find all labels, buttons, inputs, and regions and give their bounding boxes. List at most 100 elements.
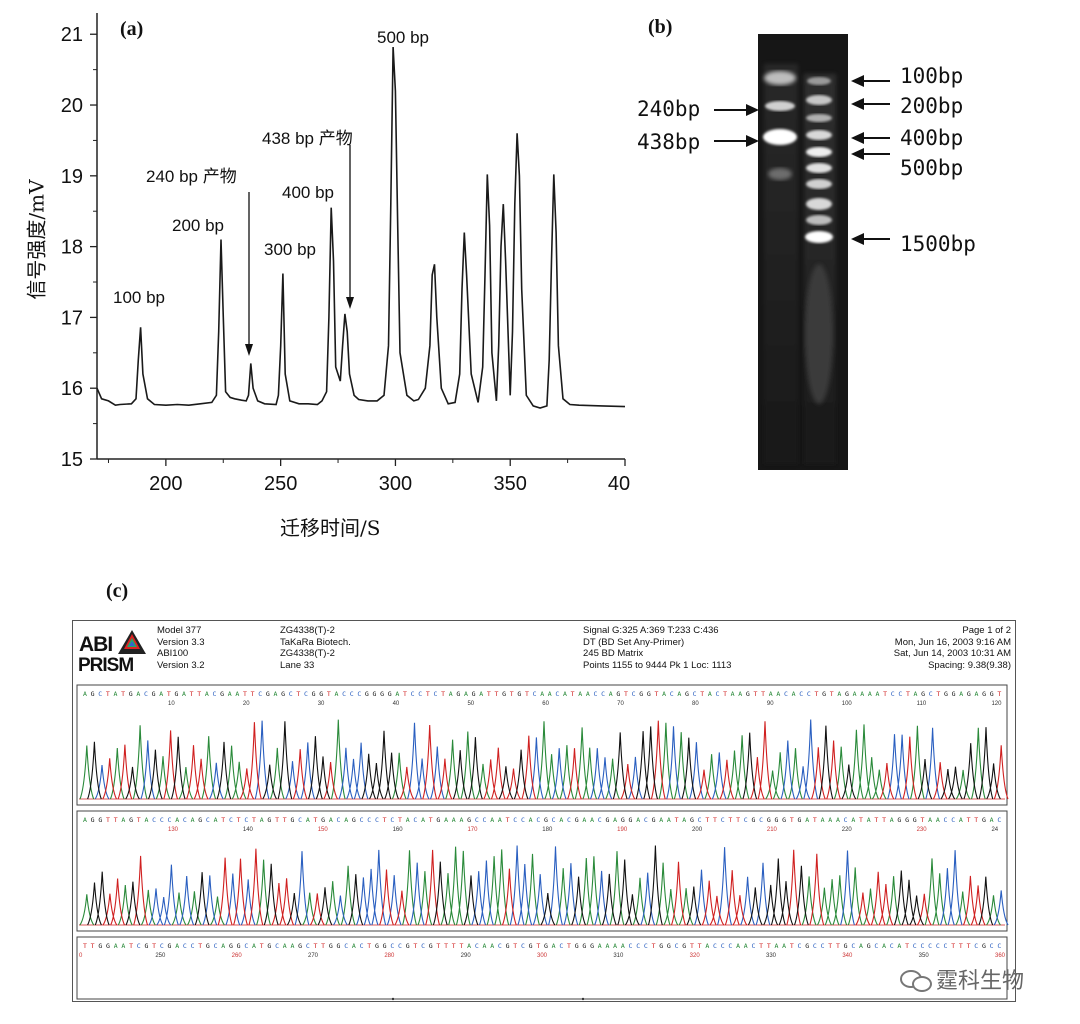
panel-a-xlabel: 迁移时间/S (280, 516, 381, 540)
base-call: A (586, 690, 590, 698)
base-call: A (214, 816, 218, 824)
base-call: A (667, 816, 671, 824)
base-call: A (882, 942, 886, 950)
base-call: T (121, 690, 125, 698)
base-call: T (936, 690, 940, 698)
base-call: G (388, 690, 392, 698)
base-call: T (398, 816, 402, 824)
base-call: T (114, 816, 118, 824)
y-tick-label: 15 (61, 449, 83, 471)
base-call: T (129, 942, 133, 950)
base-call: T (920, 816, 924, 824)
header-page: Page 1 of 2 (962, 625, 1011, 636)
position-number: 200 (692, 827, 703, 833)
base-call: C (721, 816, 725, 824)
trace-peaks-G (87, 721, 1001, 800)
base-call: G (982, 816, 986, 824)
y-tick-label: 19 (61, 166, 83, 188)
position-number: 50 (467, 701, 474, 707)
base-call: G (375, 942, 379, 950)
base-call: A (609, 690, 613, 698)
gel-arrow-438bp-head (746, 135, 759, 147)
base-call: G (198, 816, 202, 824)
base-call: T (997, 690, 1001, 698)
base-call: T (441, 690, 445, 698)
base-call: T (327, 690, 331, 698)
base-call: T (152, 942, 156, 950)
base-call: A (605, 942, 609, 950)
base-call: A (449, 690, 453, 698)
base-call: C (728, 942, 732, 950)
base-call: T (436, 942, 440, 950)
base-call: T (654, 690, 658, 698)
base-call: G (751, 816, 755, 824)
base-call: T (767, 942, 771, 950)
base-call: A (444, 816, 448, 824)
base-call: G (220, 690, 224, 698)
base-call: C (594, 690, 598, 698)
base-call: T (459, 942, 463, 950)
base-call: T (167, 690, 171, 698)
position-number: 110 (917, 701, 927, 707)
base-call: G (952, 690, 956, 698)
base-call: C (559, 942, 563, 950)
annotation-100bp: 100 bp (113, 288, 165, 307)
base-call: A (897, 942, 901, 950)
base-call: G (905, 816, 909, 824)
base-call: T (383, 816, 387, 824)
base-call: C (928, 942, 932, 950)
base-call: C (390, 816, 394, 824)
base-call: G (544, 942, 548, 950)
base-call: C (751, 942, 755, 950)
base-call: A (548, 690, 552, 698)
base-call: G (590, 942, 594, 950)
base-call: A (114, 942, 118, 950)
base-call: A (273, 690, 277, 698)
base-call: T (690, 942, 694, 950)
x-tick-label: 200 (149, 473, 182, 495)
y-tick-label: 16 (61, 378, 83, 400)
base-call: G (472, 690, 476, 698)
base-call: G (647, 690, 651, 698)
base-call: A (352, 942, 356, 950)
gel-label-100bp: 100bp (900, 64, 964, 88)
header-matrix: 245 BD Matrix (583, 648, 644, 659)
base-call: A (191, 816, 195, 824)
gel-label-500bp: 500bp (900, 156, 964, 180)
panel-a-label: (a) (120, 18, 144, 40)
gel-band-100bp (807, 77, 831, 85)
base-call: C (214, 942, 218, 950)
header-date1: Mon, Jun 16, 2003 9:16 AM (894, 636, 1011, 648)
base-call: G (406, 942, 410, 950)
base-call: T (429, 816, 433, 824)
base-call: A (483, 942, 487, 950)
base-call: A (452, 816, 456, 824)
base-call: C (533, 690, 537, 698)
base-call: C (191, 942, 195, 950)
base-call: T (828, 942, 832, 950)
base-call: A (221, 942, 225, 950)
base-call: G (329, 942, 333, 950)
position-number: 180 (542, 827, 553, 833)
base-call: C (398, 942, 402, 950)
base-call: A (406, 816, 410, 824)
base-call: T (728, 816, 732, 824)
base-call: T (506, 816, 510, 824)
base-call: C (337, 816, 341, 824)
sequencing-report: ABI PRISM Model 377 Version 3.3 ABI100 V… (72, 620, 1016, 1002)
base-call: A (851, 816, 855, 824)
base-call: A (283, 942, 287, 950)
base-call: C (555, 690, 559, 698)
base-call: G (502, 690, 506, 698)
base-call: G (373, 690, 377, 698)
base-call: T (251, 690, 255, 698)
base-call: G (990, 690, 994, 698)
base-call: G (321, 816, 325, 824)
base-call: C (513, 816, 517, 824)
base-call: A (395, 690, 399, 698)
base-call: G (982, 942, 986, 950)
trace-dot (391, 997, 395, 1001)
base-call: T (510, 690, 514, 698)
base-call: A (936, 816, 940, 824)
y-tick-label: 20 (61, 95, 83, 117)
